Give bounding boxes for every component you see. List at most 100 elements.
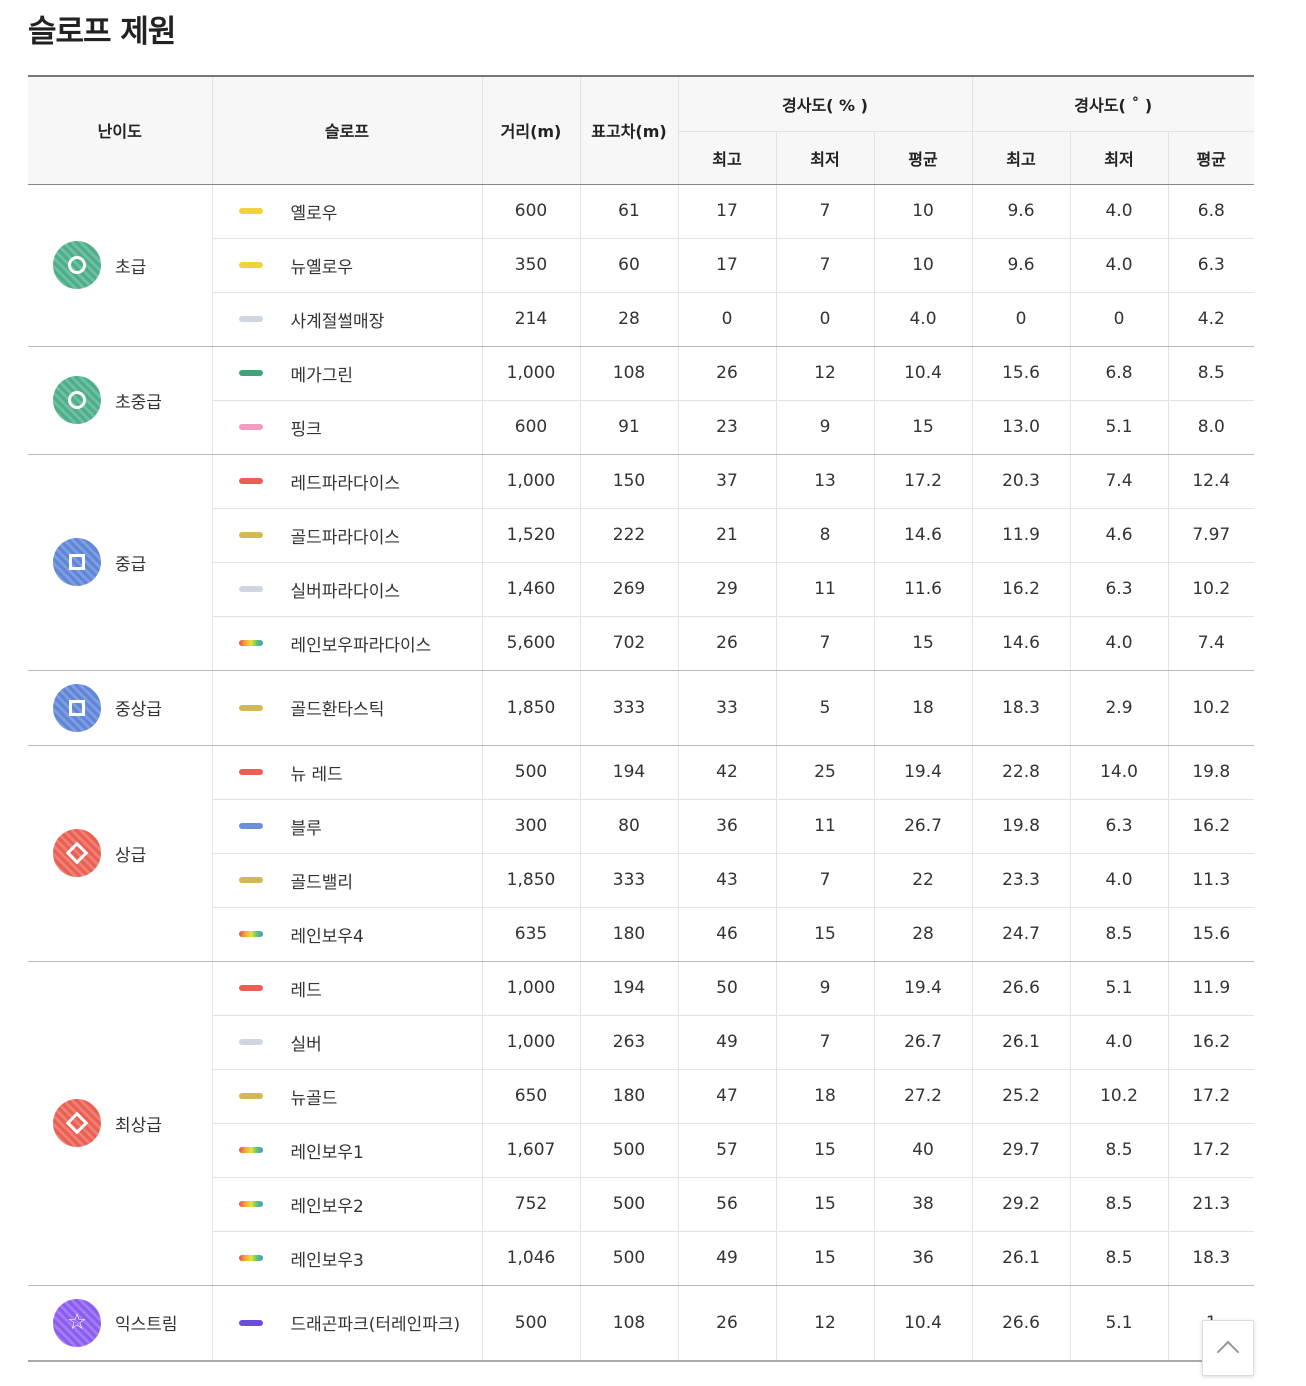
grade-deg-min-cell: 7.4	[1070, 454, 1169, 509]
grade-deg-min-cell: 2.9	[1070, 670, 1169, 746]
height-diff-cell: 333	[580, 853, 679, 908]
grade-pct-max-cell: 42	[678, 745, 777, 800]
grade-pct-max-cell: 57	[678, 1123, 777, 1178]
grade-pct-avg-cell: 17.2	[874, 454, 973, 509]
level-cell: 중상급	[28, 670, 213, 746]
header-grade-degree: 경사도( ˚ )	[972, 75, 1255, 132]
level-cell: 상급	[28, 745, 213, 962]
height-diff-cell: 80	[580, 799, 679, 854]
grade-pct-avg-cell: 15	[874, 400, 973, 455]
header-level: 난이도	[28, 75, 213, 185]
table-row: 레인보우2 752 500 56 15 38 29.2 8.5 21.3	[28, 1177, 1255, 1232]
grade-deg-min-cell: 4.0	[1070, 238, 1169, 293]
grade-pct-max-cell: 43	[678, 853, 777, 908]
slope-cell: 골드밸리	[212, 853, 483, 908]
height-diff-cell: 91	[580, 400, 679, 455]
slope-cell: 블루	[212, 799, 483, 854]
table-row: 실버 1,000 263 49 7 26.7 26.1 4.0 16.2	[28, 1015, 1255, 1070]
height-diff-cell: 263	[580, 1015, 679, 1070]
grade-deg-min-cell: 5.1	[1070, 961, 1169, 1016]
scroll-to-top-button[interactable]	[1202, 1320, 1254, 1376]
grade-pct-avg-cell: 28	[874, 907, 973, 962]
grade-pct-avg-cell: 40	[874, 1123, 973, 1178]
grade-pct-max-cell: 37	[678, 454, 777, 509]
grade-deg-avg-cell: 12.4	[1168, 454, 1255, 509]
table-row: 레인보우3 1,046 500 49 15 36 26.1 8.5 18.3	[28, 1231, 1255, 1286]
grade-pct-max-cell: 50	[678, 961, 777, 1016]
grade-pct-min-cell: 25	[776, 745, 875, 800]
table-row: 중상급 골드환타스틱 1,850 333 33 5 18 18.3 2.9 10.2	[28, 670, 1255, 746]
grade-pct-min-cell: 12	[776, 1285, 875, 1362]
grade-deg-avg-cell: 19.8	[1168, 745, 1255, 800]
slope-color-swatch	[238, 769, 263, 775]
distance-cell: 1,000	[482, 454, 581, 509]
slope-color-swatch	[238, 262, 263, 268]
grade-pct-max-cell: 29	[678, 562, 777, 617]
slope-color-swatch	[238, 1039, 263, 1045]
grade-pct-min-cell: 15	[776, 1123, 875, 1178]
grade-pct-min-cell: 7	[776, 238, 875, 293]
height-diff-cell: 108	[580, 1285, 679, 1362]
slope-cell: 뉴옐로우	[212, 238, 483, 293]
grade-pct-avg-cell: 10	[874, 238, 973, 293]
level-cell: 중급	[28, 454, 213, 671]
grade-deg-avg-cell: 21.3	[1168, 1177, 1255, 1232]
slope-name: 레인보우파라다이스	[290, 635, 432, 656]
grade-pct-max-cell: 49	[678, 1231, 777, 1286]
slope-cell: 실버	[212, 1015, 483, 1070]
slope-cell: 골드환타스틱	[212, 670, 483, 746]
slope-color-swatch	[238, 877, 263, 883]
header-distance: 거리(m)	[482, 75, 581, 185]
table-row: 뉴골드 650 180 47 18 27.2 25.2 10.2 17.2	[28, 1069, 1255, 1124]
slope-cell: 메가그린	[212, 346, 483, 401]
grade-deg-max-cell: 14.6	[972, 616, 1071, 671]
grade-pct-min-cell: 15	[776, 1177, 875, 1232]
slope-cell: 뉴골드	[212, 1069, 483, 1124]
height-diff-cell: 702	[580, 616, 679, 671]
slope-cell: 실버파라다이스	[212, 562, 483, 617]
slope-color-swatch	[238, 985, 263, 991]
slope-cell: 레인보우4	[212, 907, 483, 962]
header-deg-max: 최고	[972, 131, 1071, 185]
grade-deg-min-cell: 8.5	[1070, 1231, 1169, 1286]
slope-spec-table: 난이도 슬로프 거리(m) 표고차(m) 경사도( % ) 경사도( ˚ ) 최…	[28, 75, 1255, 1362]
grade-pct-min-cell: 9	[776, 400, 875, 455]
grade-deg-max-cell: 19.8	[972, 799, 1071, 854]
height-diff-cell: 269	[580, 562, 679, 617]
grade-pct-min-cell: 9	[776, 961, 875, 1016]
chevron-up-icon	[1216, 1340, 1240, 1364]
grade-pct-max-cell: 26	[678, 1285, 777, 1362]
slope-name: 골드밸리	[290, 872, 354, 893]
slope-name: 레드파라다이스	[290, 473, 400, 494]
slope-color-swatch	[238, 478, 263, 484]
grade-pct-max-cell: 17	[678, 184, 777, 239]
slope-name: 레인보우3	[290, 1250, 364, 1271]
grade-deg-max-cell: 26.1	[972, 1231, 1071, 1286]
distance-cell: 5,600	[482, 616, 581, 671]
height-diff-cell: 180	[580, 907, 679, 962]
star-level-badge-icon: ☆	[53, 1298, 101, 1347]
slope-cell: 레드파라다이스	[212, 454, 483, 509]
header-pct-min: 최저	[776, 131, 875, 185]
slope-name: 실버파라다이스	[290, 581, 400, 602]
level-cell: 초중급	[28, 346, 213, 455]
grade-pct-avg-cell: 15	[874, 616, 973, 671]
grade-deg-min-cell: 6.3	[1070, 799, 1169, 854]
slope-color-swatch	[238, 823, 263, 829]
distance-cell: 500	[482, 1285, 581, 1362]
grade-deg-max-cell: 26.6	[972, 1285, 1071, 1362]
grade-deg-avg-cell: 6.8	[1168, 184, 1255, 239]
grade-deg-max-cell: 29.2	[972, 1177, 1071, 1232]
slope-name: 옐로우	[290, 203, 338, 224]
level-cell: 초급	[28, 184, 213, 347]
grade-pct-max-cell: 21	[678, 508, 777, 563]
slope-name: 뉴골드	[290, 1088, 338, 1109]
grade-deg-max-cell: 25.2	[972, 1069, 1071, 1124]
grade-deg-min-cell: 8.5	[1070, 907, 1169, 962]
grade-deg-min-cell: 5.1	[1070, 400, 1169, 455]
grade-deg-min-cell: 6.3	[1070, 562, 1169, 617]
grade-deg-avg-cell: 10.2	[1168, 670, 1255, 746]
level-cell: 최상급	[28, 961, 213, 1286]
slope-color-swatch	[238, 532, 263, 538]
slope-color-swatch	[238, 586, 263, 592]
